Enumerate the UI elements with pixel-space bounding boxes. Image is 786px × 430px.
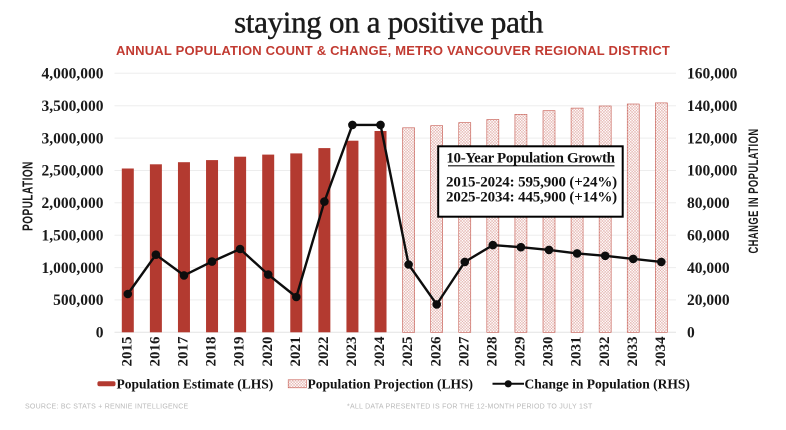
svg-text:POPULATION: POPULATION <box>20 161 36 231</box>
svg-text:2021: 2021 <box>288 337 304 367</box>
svg-text:ANNUAL POPULATION COUNT & CHAN: ANNUAL POPULATION COUNT & CHANGE, METRO … <box>116 43 670 58</box>
svg-text:10-Year Population Growth: 10-Year Population Growth <box>446 150 615 166</box>
svg-text:2,000,000: 2,000,000 <box>42 195 104 212</box>
svg-text:2017: 2017 <box>176 336 192 367</box>
svg-text:Change in Population (RHS): Change in Population (RHS) <box>525 376 690 391</box>
svg-text:CHANGE IN POPULATION: CHANGE IN POPULATION <box>745 128 761 253</box>
svg-text:80,000: 80,000 <box>687 195 730 212</box>
svg-text:3,000,000: 3,000,000 <box>42 130 104 147</box>
svg-text:2022: 2022 <box>316 337 332 367</box>
svg-text:160,000: 160,000 <box>687 66 738 83</box>
svg-text:Population Estimate (LHS): Population Estimate (LHS) <box>117 376 274 391</box>
svg-text:140,000: 140,000 <box>687 98 738 115</box>
svg-text:60,000: 60,000 <box>687 227 730 244</box>
svg-text:40,000: 40,000 <box>687 260 730 277</box>
svg-text:SOURCE: BC STATS + RENNIE INTE: SOURCE: BC STATS + RENNIE INTELLIGENCE <box>25 404 189 411</box>
svg-text:2025: 2025 <box>400 337 416 367</box>
svg-text:500,000: 500,000 <box>53 292 104 309</box>
svg-text:Population Projection (LHS): Population Projection (LHS) <box>308 376 474 391</box>
svg-text:20,000: 20,000 <box>687 292 730 309</box>
svg-text:2018: 2018 <box>204 337 220 367</box>
svg-text:2033: 2033 <box>625 337 641 367</box>
svg-text:2029: 2029 <box>513 337 529 367</box>
svg-text:2034: 2034 <box>653 336 669 367</box>
svg-text:staying on a positive path: staying on a positive path <box>234 4 544 39</box>
svg-text:2,500,000: 2,500,000 <box>42 163 104 180</box>
svg-text:2015-2024: 595,900 (+24%): 2015-2024: 595,900 (+24%) <box>446 174 617 190</box>
svg-text:0: 0 <box>96 325 104 342</box>
svg-text:2015: 2015 <box>119 337 135 367</box>
svg-text:2028: 2028 <box>484 337 500 367</box>
svg-text:2020: 2020 <box>260 337 276 367</box>
svg-text:2023: 2023 <box>344 337 360 367</box>
svg-text:4,000,000: 4,000,000 <box>42 66 104 83</box>
svg-text:1,000,000: 1,000,000 <box>42 260 104 277</box>
svg-text:120,000: 120,000 <box>687 130 738 147</box>
svg-text:3,500,000: 3,500,000 <box>42 98 104 115</box>
svg-text:2030: 2030 <box>541 337 557 367</box>
svg-text:2032: 2032 <box>597 337 613 367</box>
svg-text:2024: 2024 <box>372 336 388 367</box>
svg-text:2025-2034: 445,900 (+14%): 2025-2034: 445,900 (+14%) <box>446 190 617 206</box>
svg-text:2027: 2027 <box>456 336 472 367</box>
svg-text:2019: 2019 <box>232 337 248 367</box>
svg-text:2031: 2031 <box>569 337 585 367</box>
svg-text:0: 0 <box>687 325 695 342</box>
svg-text:1,500,000: 1,500,000 <box>42 227 104 244</box>
svg-text:2016: 2016 <box>148 336 164 367</box>
svg-text:*ALL DATA PRESENTED IS FOR THE: *ALL DATA PRESENTED IS FOR THE 12-MONTH … <box>347 404 593 411</box>
svg-text:100,000: 100,000 <box>687 163 738 180</box>
svg-text:2026: 2026 <box>428 336 444 367</box>
